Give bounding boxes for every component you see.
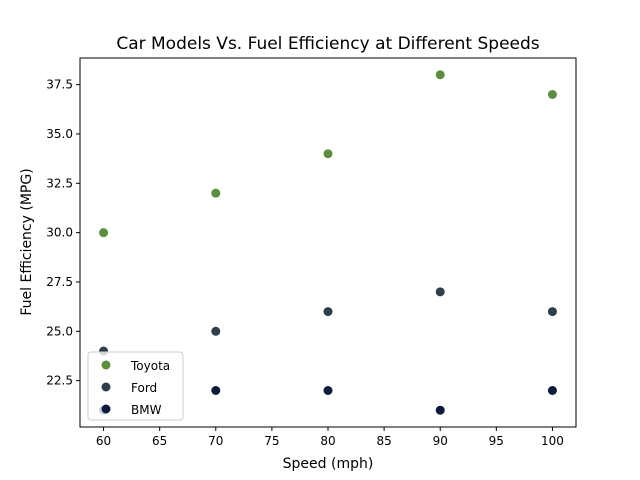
x-tick-label: 80	[320, 434, 335, 448]
legend-marker-bmw	[101, 404, 111, 414]
x-axis: 60 65 70 75 80 85 90 95 100	[96, 427, 564, 448]
data-point-bmw	[323, 385, 333, 395]
data-point-toyota	[435, 70, 445, 80]
legend-marker-ford	[101, 382, 111, 392]
x-tick-label: 65	[152, 434, 167, 448]
y-axis: 22.5 25.0 27.5 30.0 32.5 35.0 37.5	[46, 78, 80, 388]
legend: Toyota Ford BMW	[87, 351, 184, 421]
y-tick-label: 37.5	[46, 78, 73, 92]
y-tick-label: 30.0	[46, 226, 73, 240]
x-tick-label: 90	[433, 434, 448, 448]
data-point-ford	[323, 307, 333, 317]
x-tick-label: 75	[264, 434, 279, 448]
x-tick-label: 70	[208, 434, 223, 448]
chart-title: Car Models Vs. Fuel Efficiency at Differ…	[116, 34, 539, 54]
data-point-bmw	[547, 385, 557, 395]
x-axis-label: Speed (mph)	[283, 456, 374, 472]
x-tick-label: 95	[489, 434, 504, 448]
data-point-ford	[211, 326, 221, 336]
y-axis-label: Fuel Efficiency (MPG)	[19, 168, 35, 315]
data-point-ford	[547, 307, 557, 317]
y-tick-label: 22.5	[46, 374, 73, 388]
x-tick-label: 60	[96, 434, 111, 448]
legend-marker-toyota	[101, 360, 111, 370]
legend-label-bmw: BMW	[131, 403, 162, 417]
legend-box	[87, 351, 184, 421]
y-tick-label: 35.0	[46, 127, 73, 141]
data-point-ford	[435, 287, 445, 297]
data-point-bmw	[435, 405, 445, 415]
x-tick-label: 85	[376, 434, 391, 448]
x-tick-label: 100	[541, 434, 564, 448]
data-point-toyota	[211, 188, 221, 198]
data-point-bmw	[211, 385, 221, 395]
data-point-toyota	[547, 90, 557, 100]
y-tick-label: 27.5	[46, 275, 73, 289]
data-point-toyota	[99, 228, 109, 238]
y-tick-label: 32.5	[46, 176, 73, 190]
data-point-toyota	[323, 149, 333, 159]
legend-label-ford: Ford	[131, 381, 157, 395]
legend-label-toyota: Toyota	[130, 359, 170, 373]
y-tick-label: 25.0	[46, 324, 73, 338]
